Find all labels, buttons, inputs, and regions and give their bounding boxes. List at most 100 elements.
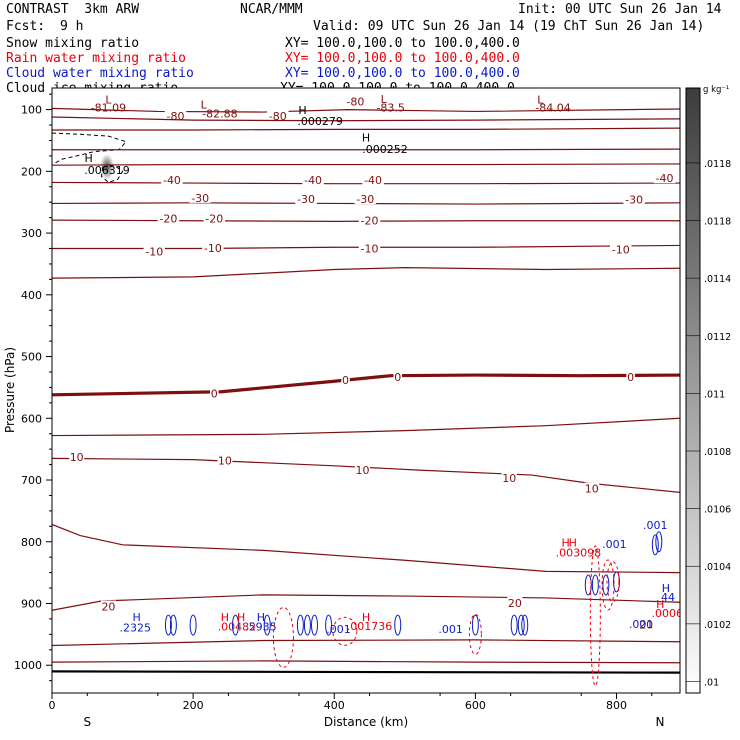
temperature-contour <box>52 373 680 397</box>
product-title: CONTRAST 3km ARW <box>6 2 140 17</box>
x-tick-label: 800 <box>606 699 627 712</box>
temperature-extremum-label: -83.5 <box>376 101 404 114</box>
colorbar-label: .0118 <box>704 159 731 170</box>
colorbar-label: .0108 <box>704 447 731 458</box>
x-end-label-south: S <box>83 715 91 729</box>
contour-label: -40 <box>364 174 382 187</box>
cloud-water-extremum-label: .2325 <box>120 621 152 634</box>
cloud-water-contour <box>655 531 663 553</box>
contour-label: -80 <box>346 96 364 109</box>
contour-label: 0 <box>394 371 401 384</box>
y-tick-label: 900 <box>21 597 42 610</box>
cloud-water-contour <box>602 574 610 596</box>
temperature-extremum-label: L <box>105 93 112 106</box>
temperature-contour <box>52 523 680 574</box>
contour-label-bg <box>623 193 645 205</box>
field-name-cloud-water: Cloud water mixing ratio <box>6 66 194 81</box>
temperature-contour <box>52 417 680 437</box>
field-name-rain: Rain water mixing ratio <box>6 51 187 66</box>
y-tick-label: 800 <box>21 536 42 549</box>
contour-label: -10 <box>361 243 379 256</box>
plot-frame <box>51 87 681 694</box>
cloud-water-contour <box>394 614 402 636</box>
colorbar-label: .01 <box>704 677 719 688</box>
snow-maximum-shading <box>100 154 115 181</box>
cloud-water-contour <box>263 614 271 636</box>
contour-label-bg <box>638 618 654 630</box>
contour-label: -40 <box>163 174 181 187</box>
contour-label-bg <box>100 600 116 612</box>
rain-contour <box>272 606 294 668</box>
snow-extremum-label: .000252 <box>362 143 408 156</box>
contour-label-bg <box>210 387 219 399</box>
contour-label-bg <box>143 245 166 257</box>
contour-label: -40 <box>304 174 322 187</box>
contour-label-bg <box>609 243 632 255</box>
x-axis-label: Distance (km) <box>324 715 408 729</box>
cloud-water-contour <box>591 574 599 596</box>
contour-label: 0 <box>211 388 218 401</box>
contour-label-bg <box>217 454 233 466</box>
contour-label-bg <box>295 193 317 205</box>
contour-label: 20 <box>101 601 115 614</box>
contour-label: 20 <box>508 597 522 610</box>
contour-label-bg <box>267 109 289 121</box>
contour-label: 10 <box>502 472 516 485</box>
y-tick-label: 200 <box>21 165 42 178</box>
contour-label-bg <box>69 451 85 463</box>
contour-label: -30 <box>356 193 374 206</box>
rain-extremum-label: .0006 <box>652 607 684 620</box>
rain-extremum-label: H <box>656 598 664 611</box>
contour-label-bg <box>626 370 635 382</box>
cloud-water-contour <box>189 614 197 636</box>
cloud-water-extremum-label: .5935 <box>245 621 277 634</box>
y-tick-label: 600 <box>21 412 42 425</box>
temperature-contour <box>52 127 680 131</box>
rain-contour <box>606 561 620 603</box>
cloud-water-contour <box>521 614 529 636</box>
contour-label: 10 <box>585 483 599 496</box>
rain-contour <box>332 616 358 646</box>
colorbar-label: .0118 <box>704 217 731 228</box>
contour-label-bg <box>189 191 211 203</box>
contour-label: 0 <box>627 371 634 384</box>
rain-extremum-label: H <box>562 537 570 550</box>
cloud-water-extremum-label: H <box>133 611 141 624</box>
y-tick-label: 100 <box>21 104 42 117</box>
colorbar-label: .011 <box>704 389 725 400</box>
rain-extremum-label: H <box>569 537 577 550</box>
colorbar <box>685 87 701 694</box>
contour-label-bg <box>507 596 523 608</box>
y-axis-label: Pressure (hPa) <box>3 347 17 433</box>
cloud-water-extremum-label: .001 <box>643 519 668 532</box>
rain-extremum-label: .001736 <box>347 620 393 633</box>
snow-extremum-label: H <box>298 104 306 117</box>
rain-extremum-label: H <box>237 611 245 624</box>
org-label: NCAR/MMM <box>240 2 303 17</box>
contour-label: -30 <box>625 194 643 207</box>
contour-label-bg <box>164 109 187 121</box>
contour-label-bg <box>362 173 384 185</box>
temperature-contour <box>52 219 680 222</box>
field-name-snow: Snow mixing ratio <box>6 36 140 51</box>
contour-label: -30 <box>191 192 209 205</box>
cloud-water-contour <box>651 534 659 556</box>
rain-contour <box>601 559 615 611</box>
x-tick-label: 200 <box>183 699 204 712</box>
y-tick-label: 500 <box>21 351 42 364</box>
rain-contour <box>589 545 601 687</box>
contour-label-bg <box>501 472 517 484</box>
field-xy-snow: XY= 100.0,100.0 to 100.0,400.0 <box>285 36 520 51</box>
y-tick-label: 400 <box>21 289 42 302</box>
contour-label: -10 <box>204 242 222 255</box>
rain-extremum-label: H <box>221 611 229 624</box>
colorbar-unit: g kg⁻¹ <box>703 85 729 95</box>
contour-label-bg <box>584 482 600 494</box>
x-tick-label: 400 <box>324 699 345 712</box>
y-tick-label: 1000 <box>14 659 42 672</box>
temperature-contour <box>52 116 680 122</box>
valid-time: Valid: 09 UTC Sun 26 Jan 14 (19 ChT Sun … <box>313 19 705 34</box>
colorbar-label: .0114 <box>704 274 731 285</box>
rain-extremum-label: .00482 <box>218 621 257 634</box>
